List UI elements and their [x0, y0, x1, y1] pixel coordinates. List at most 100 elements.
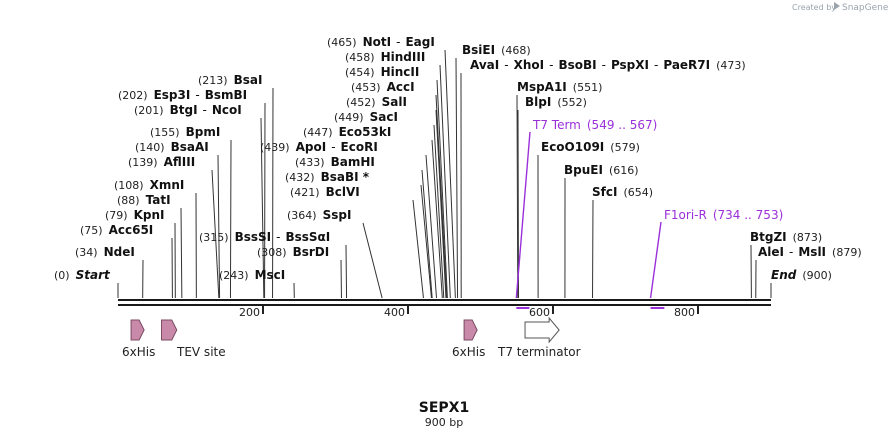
enzyme-label-part-1: BssSI	[235, 230, 272, 244]
enzyme-label-part-1: HincII	[381, 65, 420, 79]
enzyme-label: (308) BsrDI	[257, 245, 329, 259]
enzyme-label-part-1: SalI	[382, 95, 407, 109]
connector-lines	[117, 49, 772, 299]
enzyme-label-part-3: BsmBI	[205, 88, 247, 102]
enzyme-label-part-1: (616)	[609, 164, 639, 177]
primer-label: F1ori-R (734 .. 753)	[664, 208, 783, 222]
enzyme-label-part-3: -	[549, 58, 553, 72]
enzyme-label-part-0: (454)	[345, 66, 375, 79]
enzyme-label: BpuEI (616)	[564, 163, 639, 177]
cut-site-line	[217, 154, 221, 299]
enzyme-label: MspA1I (551)	[517, 80, 602, 94]
enzyme-label-part-3: EagI	[405, 35, 434, 49]
enzyme-label: SfcI (654)	[592, 185, 653, 199]
construct-length: 900 bp	[425, 416, 463, 429]
cut-site-line	[211, 169, 220, 299]
feature-label: 6xHis	[122, 345, 155, 359]
enzyme-label-part-5: -	[602, 58, 606, 72]
enzyme-label: BsiEI (468)	[462, 43, 531, 57]
enzyme-label-part-1: KpnI	[134, 208, 165, 222]
enzyme-label-part-1: Start	[76, 268, 111, 282]
enzyme-label: (421) BclVI	[290, 185, 360, 199]
enzyme-label-part-1: (900)	[802, 269, 832, 282]
enzyme-label: (0) Start	[54, 268, 111, 282]
enzyme-label-part-8: PaeR7I	[663, 58, 710, 72]
enzyme-label: (432) BsaBI *	[285, 170, 370, 184]
enzyme-label-part-3: EcoRI	[341, 140, 378, 154]
cut-site-line	[420, 184, 432, 299]
enzyme-label-part-1: BsaBI *	[321, 170, 370, 184]
enzyme-label-part-0: (140)	[135, 141, 165, 154]
primer-line	[649, 221, 662, 299]
sequence-backbone-bottom	[118, 304, 771, 306]
enzyme-label-part-0: (108)	[114, 179, 144, 192]
enzyme-label-part-0: (243)	[219, 269, 249, 282]
primer-annotations: T7 Term (549 .. 567) F1ori-R (734 .. 753)	[515, 118, 783, 309]
enzyme-label-part-6: PspXI	[611, 58, 649, 72]
enzyme-label-part-1: SspI	[323, 208, 352, 222]
cut-site-line	[516, 94, 519, 299]
enzyme-label: (454) HincII	[345, 65, 419, 79]
enzyme-label: (439) ApoI - EcoRI	[260, 140, 378, 154]
enzyme-label-part-0: (213)	[198, 74, 228, 87]
enzyme-label-part-3: NcoI	[212, 103, 242, 117]
enzyme-label: (75) Acc65I	[80, 223, 153, 237]
enzyme-label-part-0: (465)	[327, 36, 357, 49]
cut-site-line	[260, 117, 265, 299]
enzyme-label-part-1: BclVI	[326, 185, 360, 199]
feature-label: TEV site	[176, 345, 226, 359]
enzyme-label-part-4: BsoBI	[558, 58, 596, 72]
ruler-label-800: 800	[674, 306, 695, 319]
enzyme-label: (140) BsaAI	[135, 140, 209, 154]
cut-site-line	[229, 139, 232, 299]
cut-site-line	[444, 49, 456, 299]
enzyme-label-part-0: (308)	[257, 246, 287, 259]
enzyme-label-part-1: Esp3I	[154, 88, 191, 102]
enzyme-label-part-0: (439)	[260, 141, 290, 154]
enzyme-label: (79) KpnI	[105, 208, 165, 222]
enzyme-label: (202) Esp3I - BsmBI	[118, 88, 247, 102]
enzyme-label: (452) SalI	[346, 95, 407, 109]
enzyme-label: (465) NotI - EagI	[327, 35, 435, 49]
cut-site-line	[439, 64, 451, 299]
enzyme-label-part-0: MspA1I	[517, 80, 567, 94]
enzyme-label-part-2: XhoI	[514, 58, 545, 72]
primer-label: T7 Term (549 .. 567)	[532, 118, 657, 132]
enzyme-label-part-2: -	[396, 35, 400, 49]
brand-text: SnapGene	[842, 3, 889, 13]
enzyme-label-part-1: (551)	[573, 81, 603, 94]
enzyme-label-part-0: (433)	[295, 156, 325, 169]
ruler-label-400: 400	[384, 306, 405, 319]
enzyme-label-part-1: NdeI	[104, 245, 135, 259]
enzyme-label: (449) SacI	[334, 110, 398, 124]
enzyme-label-part-1: -	[504, 58, 508, 72]
enzyme-label: (458) HindIII	[345, 50, 425, 64]
cut-site-line	[433, 124, 445, 299]
cut-site-line	[436, 79, 448, 299]
enzyme-label: BtgZI (873)	[750, 230, 822, 244]
cut-site-line	[345, 244, 348, 299]
enzyme-label: (315) BssSI - BssSαI	[199, 230, 330, 244]
enzyme-label: (364) SspI	[287, 208, 351, 222]
enzyme-label-part-2: -	[276, 230, 280, 244]
cut-site-line	[455, 57, 459, 299]
ruler: 200 400 600 800	[239, 306, 699, 319]
enzyme-label-part-0: (315)	[199, 231, 229, 244]
primer-label-part-0: F1ori-R	[664, 208, 707, 222]
enzyme-label: (433) BamHI	[295, 155, 375, 169]
enzyme-label-part-1: (873)	[793, 231, 823, 244]
feature-arrow	[463, 319, 478, 341]
enzyme-label: (213) BsaI	[198, 73, 262, 87]
enzyme-label-part-0: (452)	[346, 96, 376, 109]
ruler-label-200: 200	[239, 306, 260, 319]
enzyme-label-part-1: MscI	[255, 268, 286, 282]
enzyme-label-part-1: AccI	[387, 80, 415, 94]
cut-site-line	[435, 94, 448, 299]
enzyme-label-part-7: -	[654, 58, 658, 72]
enzyme-label-part-1: BtgI	[170, 103, 198, 117]
enzyme-label-part-1: Acc65I	[109, 223, 154, 237]
cut-site-line	[412, 199, 424, 299]
enzyme-label-part-1: BsrDI	[293, 245, 330, 259]
snapgene-logo-icon	[834, 2, 840, 10]
enzyme-label: (155) BpmI	[150, 125, 220, 139]
